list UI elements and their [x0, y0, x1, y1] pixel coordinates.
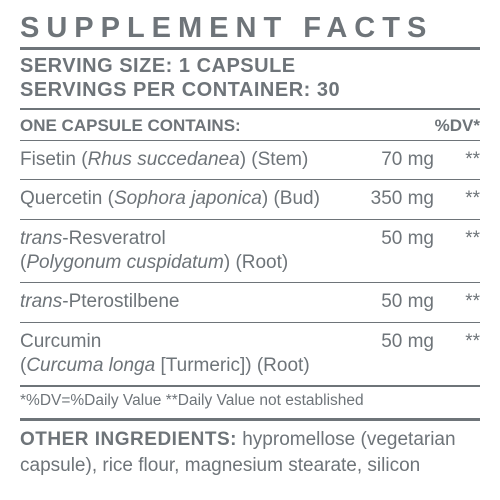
- table-row: trans-Pterostilbene50 mg**: [20, 283, 480, 321]
- table-row: Curcumin (Curcuma longa [Turmeric]) (Roo…: [20, 323, 480, 386]
- servings-per-container-line: SERVINGS PER CONTAINER: 30: [20, 78, 480, 102]
- ingredient-amount: 50 mg: [356, 227, 434, 251]
- table-header-left: ONE CAPSULE CONTAINS:: [20, 116, 424, 136]
- ingredient-amount: 50 mg: [356, 290, 434, 314]
- other-ingredients-label: OTHER INGREDIENTS:: [20, 429, 237, 450]
- ingredient-dv: **: [434, 187, 480, 211]
- serving-size-label: SERVING SIZE:: [20, 55, 173, 77]
- serving-block: SERVING SIZE: 1 CAPSULE SERVINGS PER CON…: [20, 50, 480, 108]
- ingredient-amount: 50 mg: [356, 330, 434, 354]
- panel-title: SUPPLEMENT FACTS: [20, 14, 480, 47]
- ingredient-dv: **: [434, 148, 480, 172]
- ingredient-dv: **: [434, 330, 480, 354]
- ingredient-dv: **: [434, 290, 480, 314]
- ingredient-rows: Fisetin (Rhus succedanea) (Stem)70 mg**Q…: [20, 141, 480, 385]
- ingredient-part: (Bud): [273, 188, 319, 209]
- ingredient-name: Quercetin (Sophora japonica) (Bud): [20, 187, 356, 211]
- ingredient-part: (Root): [235, 252, 288, 273]
- servings-per-container-label: SERVINGS PER CONTAINER:: [20, 79, 311, 101]
- table-header: ONE CAPSULE CONTAINS: %DV*: [20, 110, 480, 140]
- table-row: trans-Resveratrol (Polygonum cuspidatum)…: [20, 220, 480, 283]
- other-ingredients: OTHER INGREDIENTS: hypromellose (vegetar…: [20, 421, 480, 478]
- ingredient-source: Sophora japonica: [114, 188, 262, 209]
- ingredient-source: Curcuma longa: [26, 355, 155, 376]
- ingredient-amount: 70 mg: [356, 148, 434, 172]
- ingredient-part: (Stem): [251, 149, 308, 170]
- table-row: Fisetin (Rhus succedanea) (Stem)70 mg**: [20, 141, 480, 179]
- table-header-dv: %DV*: [424, 116, 480, 136]
- serving-size-value: 1 CAPSULE: [179, 55, 296, 77]
- ingredient-name: trans-Pterostilbene: [20, 290, 356, 314]
- ingredient-name: Curcumin (Curcuma longa [Turmeric]) (Roo…: [20, 330, 356, 379]
- ingredient-source: Rhus succedanea: [88, 149, 240, 170]
- supplement-facts-panel: SUPPLEMENT FACTS SERVING SIZE: 1 CAPSULE…: [20, 14, 480, 478]
- ingredient-name: Fisetin (Rhus succedanea) (Stem): [20, 148, 356, 172]
- ingredient-amount: 350 mg: [356, 187, 434, 211]
- servings-per-container-value: 30: [317, 79, 340, 101]
- serving-size-line: SERVING SIZE: 1 CAPSULE: [20, 54, 480, 78]
- ingredient-part: [Turmeric]) (Root): [160, 355, 309, 376]
- table-row: Quercetin (Sophora japonica) (Bud)350 mg…: [20, 180, 480, 218]
- dv-footnote: *%DV=%Daily Value **Daily Value not esta…: [20, 387, 480, 418]
- ingredient-source: Polygonum cuspidatum: [26, 252, 224, 273]
- ingredient-name: trans-Resveratrol (Polygonum cuspidatum)…: [20, 227, 356, 276]
- ingredient-dv: **: [434, 227, 480, 251]
